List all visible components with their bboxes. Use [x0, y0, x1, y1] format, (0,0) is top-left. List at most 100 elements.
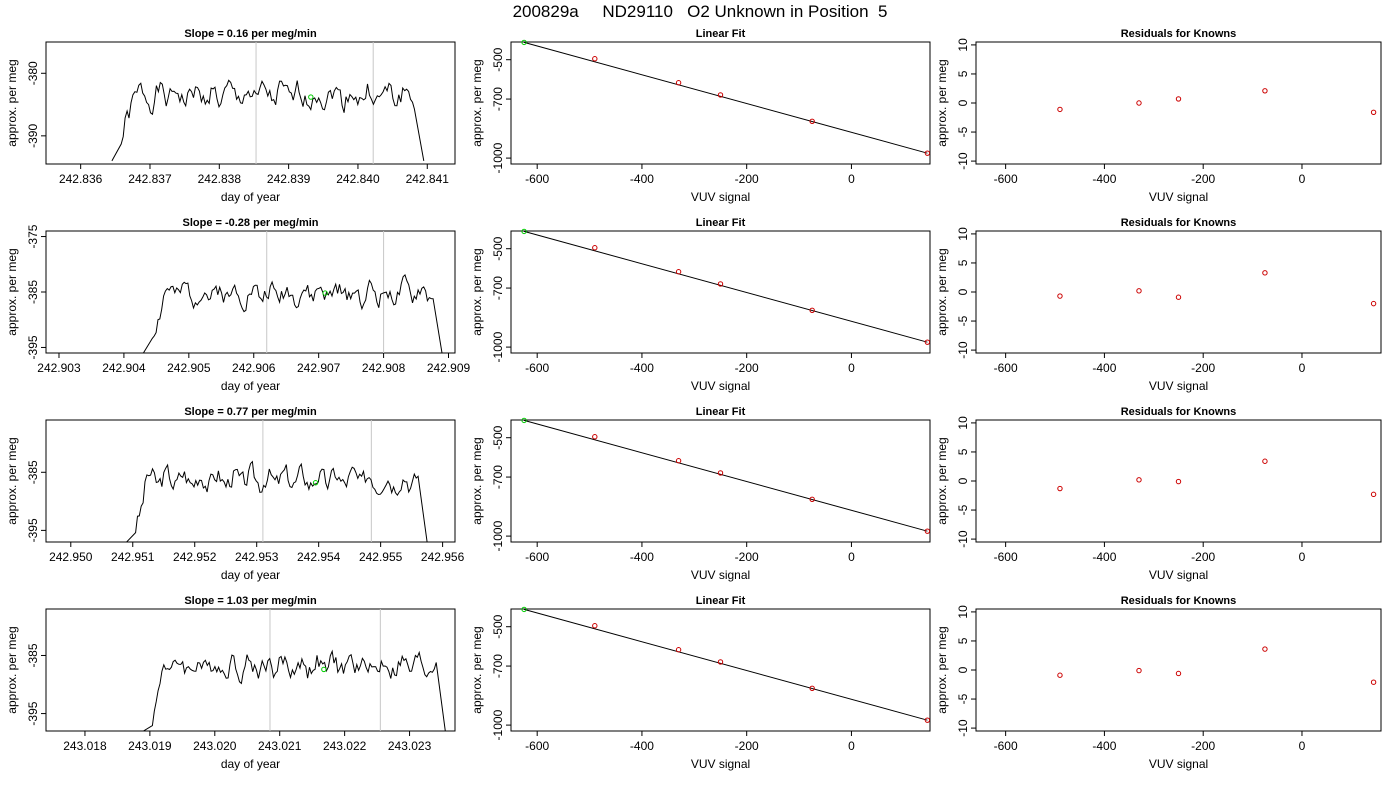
residual-point [1175, 670, 1182, 677]
linear-fit-r4-ytick-label: -700 [491, 654, 505, 678]
residual-point [1262, 646, 1268, 652]
linear-fit-r1-ytick-label: -1000 [491, 142, 505, 173]
linear-fit-r2-xtick-label: 0 [848, 361, 855, 375]
linear-fit-r3-ylabel: approx. per meg [470, 437, 484, 524]
residual-point [1370, 679, 1377, 685]
timeseries-r2-xtick-label: 242.907 [297, 361, 341, 375]
known-point [717, 281, 724, 287]
timeseries-r4-xtick-label: 243.019 [128, 739, 172, 753]
linear-fit-r2-xlabel: VUV signal [691, 379, 750, 393]
known-point [924, 717, 931, 723]
unknown-point [312, 480, 319, 486]
linear-fit-r4-ylabel: approx. per meg [470, 626, 484, 713]
residuals-r4-ytick-label: 5 [956, 637, 970, 644]
fit-line [523, 41, 928, 154]
timeseries-r3-xtick-label: 242.952 [173, 550, 217, 564]
residuals-r1-xlabel: VUV signal [1149, 190, 1208, 204]
timeseries-r1-xtick-label: 242.841 [406, 172, 450, 186]
timeseries-trace [111, 79, 425, 162]
unknown-point [521, 417, 527, 424]
known-point [592, 56, 598, 62]
residuals-r1-frame [975, 41, 1382, 165]
linear-fit-r1-title: Linear Fit [696, 28, 746, 40]
unknown-point [521, 39, 527, 46]
known-point [675, 80, 682, 86]
residuals-r4-title: Residuals for Knowns [1121, 595, 1237, 607]
residuals-r2-xtick-label: -200 [1191, 361, 1215, 375]
residual-point [1136, 477, 1142, 483]
unknown-point [521, 228, 527, 235]
timeseries-r3-xtick-label: 242.956 [421, 550, 465, 564]
residuals-r2-ytick-label: -10 [956, 341, 970, 359]
known-point [675, 647, 682, 653]
timeseries-trace [143, 649, 446, 731]
known-point [924, 339, 931, 345]
timeseries-r1-ytick-label: -390 [26, 124, 40, 148]
timeseries-r1-xtick-label: 242.840 [336, 172, 380, 186]
linear-fit-r3-xtick-label: -400 [630, 550, 654, 564]
linear-fit-r1-xtick-label: -400 [630, 172, 654, 186]
known-point [675, 269, 682, 275]
residuals-r4-frame [975, 608, 1382, 732]
linear-fit-r1-frame [510, 41, 931, 165]
linear-fit-r2-ylabel: approx. per meg [470, 248, 484, 335]
linear-fit-r3-xtick-label: -600 [525, 550, 549, 564]
known-point [675, 458, 682, 464]
residuals-r3-frame [975, 419, 1382, 543]
residuals-r3-ytick-label: -5 [956, 504, 970, 515]
residuals-r3-xtick-label: -600 [994, 550, 1018, 564]
timeseries-r4-ytick-label: -385 [26, 643, 40, 667]
residuals-r2-xtick-label: 0 [1299, 361, 1306, 375]
linear-fit-r2-xtick-label: -600 [525, 361, 549, 375]
timeseries-r1-frame [45, 41, 456, 165]
residuals-r3-ytick-label: 5 [956, 448, 970, 455]
timeseries-r2-title: Slope = -0.28 per meg/min [182, 217, 318, 229]
timeseries-r1-xtick-label: 242.838 [198, 172, 242, 186]
timeseries-r4-xtick-label: 243.022 [323, 739, 367, 753]
linear-fit-r1-xtick-label: -200 [735, 172, 759, 186]
linear-fit-r3-ytick-label: -700 [491, 465, 505, 489]
linear-fit-r3-xtick-label: 0 [848, 550, 855, 564]
known-point [592, 623, 598, 629]
linear-fit-r1-xlabel: VUV signal [691, 190, 750, 204]
known-point [809, 496, 815, 502]
linear-fit-r4-xtick-label: -600 [525, 739, 549, 753]
timeseries-r4-frame [45, 608, 456, 732]
residuals-r4-ytick-label: 0 [956, 666, 970, 673]
timeseries-r2-ylabel: approx. per meg [5, 248, 19, 335]
timeseries-r1-xtick-label: 242.836 [59, 172, 103, 186]
residuals-r4-xtick-label: 0 [1299, 739, 1306, 753]
known-point [809, 307, 815, 313]
residuals-r2-xtick-label: -400 [1092, 361, 1116, 375]
timeseries-r3-xlabel: day of year [221, 568, 280, 582]
timeseries-r2-xtick-label: 242.905 [167, 361, 211, 375]
linear-fit-r2-frame [510, 230, 931, 354]
linear-fit-r3-ytick-label: -1000 [491, 520, 505, 551]
linear-fit-r3-ytick-label: -500 [491, 425, 505, 449]
timeseries-r1-xtick-label: 242.839 [267, 172, 311, 186]
residuals-r1-xtick-label: -600 [994, 172, 1018, 186]
residuals-r3-ytick-label: 10 [956, 416, 970, 430]
residuals-r1-xtick-label: -400 [1092, 172, 1116, 186]
linear-fit-r2-ytick-label: -1000 [491, 331, 505, 362]
residuals-r4-ytick-label: -5 [956, 693, 970, 704]
linear-fit-r3-frame [510, 419, 931, 543]
timeseries-r3-ytick-label: -395 [26, 518, 40, 542]
residuals-r4-xtick-label: -400 [1092, 739, 1116, 753]
residual-point [1262, 270, 1268, 276]
residuals-r2-ytick-label: 0 [956, 288, 970, 295]
residuals-r2-xlabel: VUV signal [1149, 379, 1208, 393]
residuals-r4-ylabel: approx. per meg [935, 626, 949, 713]
timeseries-r3-xtick-label: 242.954 [297, 550, 341, 564]
timeseries-r2-ytick-label: -395 [26, 335, 40, 359]
timeseries-r3-xtick-label: 242.951 [111, 550, 155, 564]
residuals-r1-ytick-label: -5 [956, 126, 970, 137]
timeseries-r2-frame [45, 230, 456, 354]
timeseries-r2-xtick-label: 242.909 [427, 361, 471, 375]
residuals-r1-ylabel: approx. per meg [935, 59, 949, 146]
residuals-r4-ytick-label: 10 [956, 605, 970, 619]
residuals-r4-xtick-label: -600 [994, 739, 1018, 753]
timeseries-r2-ytick-label: -375 [26, 224, 40, 248]
